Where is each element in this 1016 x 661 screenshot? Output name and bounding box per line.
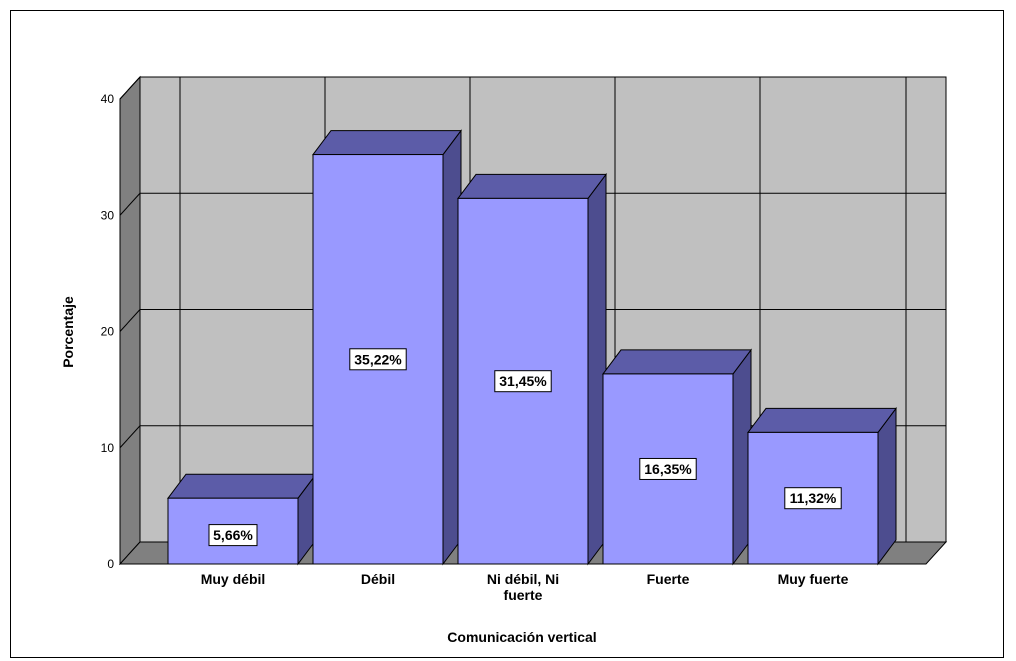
bar-top [167,473,317,499]
y-tick-label: 0 [107,557,114,571]
bars: 5,66% 35,22% 31,45% 16,35% 11,32% [167,129,897,566]
side-grid-line [119,192,141,216]
side-grid-line [119,76,141,100]
x-category-label: Muy fuerte [778,571,849,587]
x-category-label: Muy débil [201,571,266,587]
x-categories: Muy débil Débil Ni débil, Ni fuerte Fuerte Mu… [201,571,849,603]
x-axis-title: Comunicación vertical [447,629,596,645]
data-label-box [639,457,697,480]
bar-top [602,349,752,375]
data-label-box [494,370,552,393]
bar-group: 35,22% [312,129,462,566]
y-tick-label: 30 [101,208,115,222]
x-category-label: Débil [361,571,395,587]
bar-top [747,407,897,433]
y-tick-label: 20 [101,325,115,339]
side-grid-line [119,309,141,332]
data-label: 5,66% [213,527,253,543]
data-label-box [784,487,842,510]
side-grid-line [119,425,141,449]
data-label-box [208,524,258,547]
y-tick-label: 40 [101,92,115,106]
x-category-label: Ni débil, Ni fuerte [487,571,559,603]
y-tick-label: 10 [101,441,115,455]
bar-group: 5,66% [167,472,317,566]
y-axis-title: Porcentaje [60,296,76,368]
bar-side [877,406,897,566]
data-label: 11,32% [790,490,837,506]
bar-group: 16,35% [602,348,752,566]
data-label: 16,35% [644,461,692,477]
data-label-box [349,348,407,371]
x-category-label: Fuerte [647,571,690,587]
data-label: 31,45% [499,373,547,389]
bar-group: 31,45% [457,172,607,566]
bar-top [312,130,462,156]
bar-top [457,173,607,199]
data-label: 35,22% [354,351,402,367]
y-ticks: 0 10 20 30 40 [101,92,115,571]
bar-group: 11,32% [747,406,897,566]
